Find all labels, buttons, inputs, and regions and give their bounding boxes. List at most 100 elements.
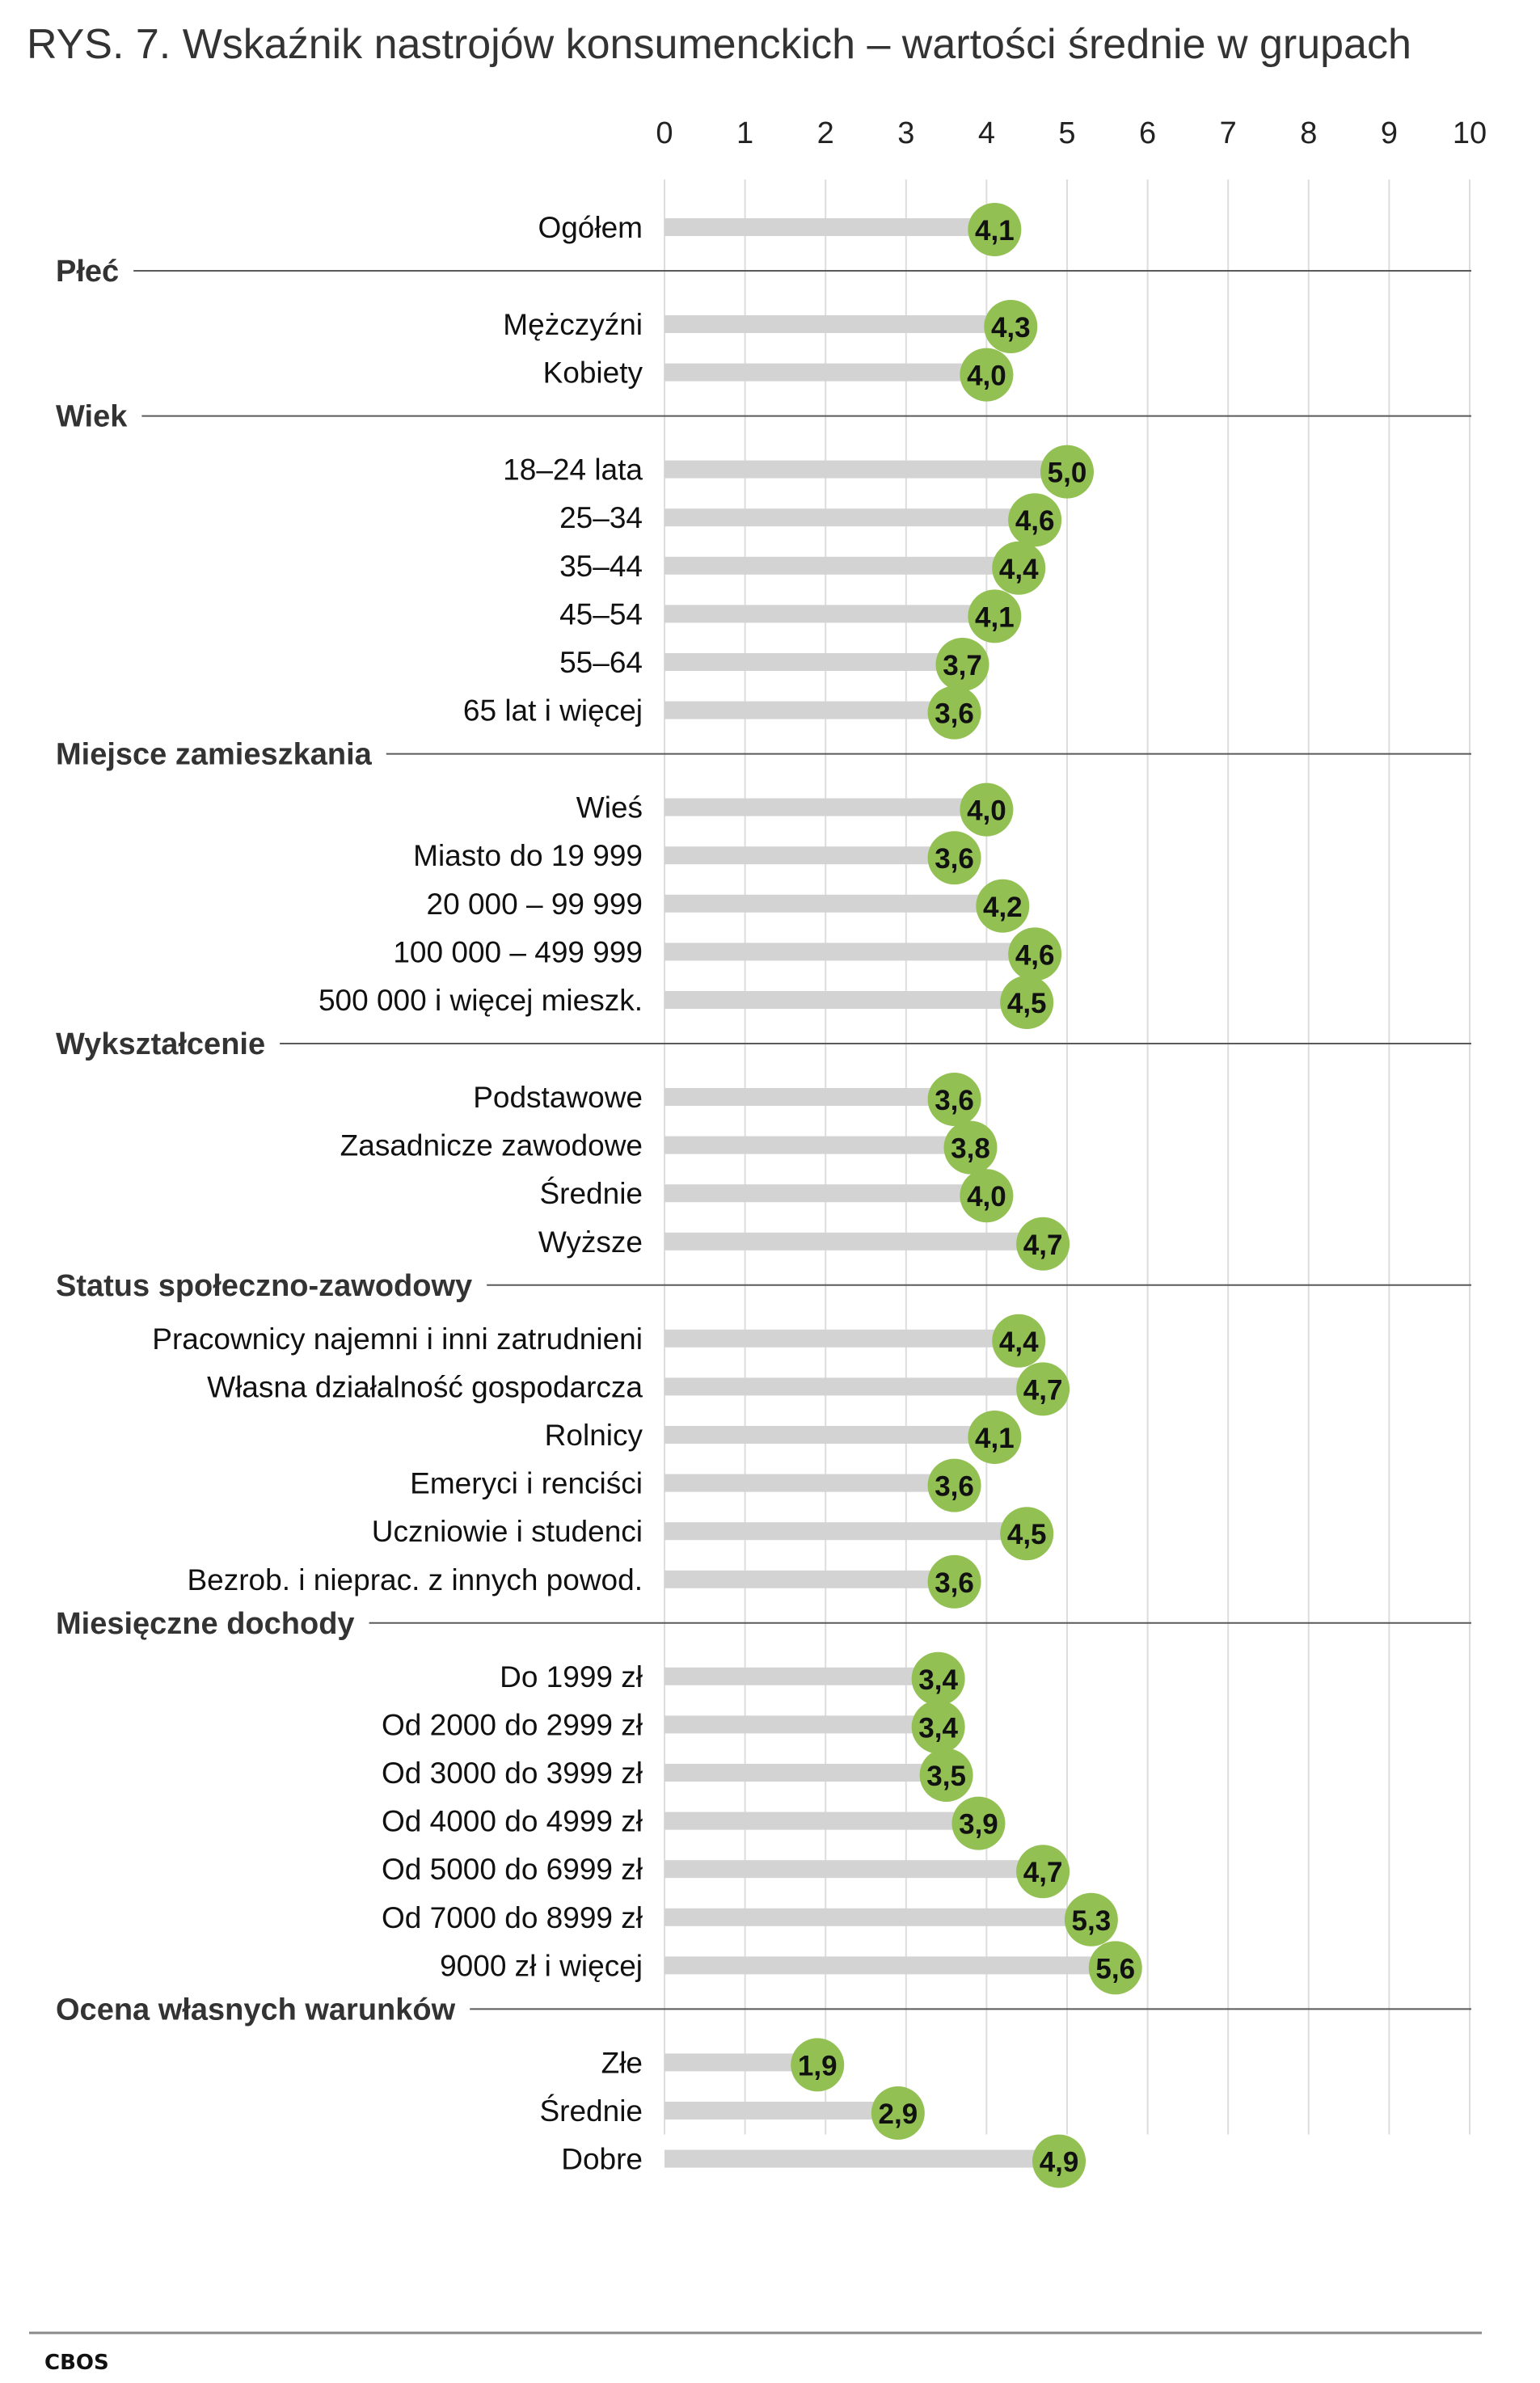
data-row: 9000 zł i więcej 5,6 bbox=[440, 1941, 1142, 1995]
data-row: Uczniowie i studenci 4,5 bbox=[372, 1507, 1054, 1561]
data-row: Pracownicy najemni i inni zatrudnieni 4,4 bbox=[152, 1314, 1046, 1368]
value-dot bbox=[968, 589, 1022, 643]
value-label: 4,7 bbox=[1023, 1374, 1063, 1406]
bar bbox=[665, 1956, 1116, 1975]
section-header: Wiek bbox=[56, 400, 1471, 434]
value-dot bbox=[935, 638, 989, 691]
value-dot bbox=[984, 300, 1038, 353]
bar bbox=[665, 605, 995, 623]
value-label: 5,6 bbox=[1095, 1953, 1135, 1984]
section-label: Ocena własnych warunków bbox=[56, 1993, 456, 2027]
value-dot bbox=[976, 879, 1030, 933]
bar bbox=[665, 508, 1036, 527]
value-dot bbox=[1000, 1507, 1054, 1561]
data-row: 65 lat i więcej 3,6 bbox=[463, 685, 981, 740]
value-label: 4,4 bbox=[999, 1326, 1039, 1358]
bar bbox=[665, 1812, 979, 1830]
bar bbox=[665, 1715, 939, 1734]
data-row: Złe 1,9 bbox=[601, 2038, 845, 2092]
bar bbox=[665, 1329, 1019, 1348]
value-label: 5,0 bbox=[1048, 458, 1087, 489]
x-axis-ticks: 0 1 2 3 4 5 6 7 8 9 10 bbox=[656, 116, 1487, 150]
category-label: Od 4000 do 4999 zł bbox=[382, 1805, 643, 1838]
category-label: Bezrob. i nieprac. z innych powod. bbox=[187, 1563, 643, 1596]
value-dot bbox=[1016, 1362, 1070, 1416]
bar bbox=[665, 701, 955, 719]
category-label: Mężczyźni bbox=[503, 308, 643, 341]
bar bbox=[665, 653, 963, 671]
category-label: 35–44 bbox=[559, 550, 643, 583]
value-dot bbox=[871, 2086, 925, 2140]
data-row: Rolnicy 4,1 bbox=[545, 1411, 1022, 1464]
data-row: Od 5000 do 6999 zł 4,7 bbox=[382, 1845, 1070, 1899]
value-label: 4,2 bbox=[983, 892, 1023, 923]
source-label: CBOS bbox=[44, 2351, 109, 2375]
category-label: 25–34 bbox=[559, 501, 643, 534]
category-label: Średnie bbox=[539, 1176, 643, 1210]
category-label: Złe bbox=[601, 2046, 643, 2079]
data-row: 45–54 4,1 bbox=[559, 589, 1022, 643]
section-header: Ocena własnych warunków bbox=[56, 1993, 1471, 2027]
value-label: 4,4 bbox=[999, 554, 1039, 585]
value-dot bbox=[1040, 445, 1094, 499]
value-label: 4,9 bbox=[1040, 2147, 1079, 2178]
value-dot bbox=[927, 1458, 981, 1512]
data-row: 25–34 4,6 bbox=[559, 493, 1062, 547]
x-tick-label: 7 bbox=[1220, 116, 1237, 150]
chart-rows: Ogółem 4,1 Płeć Mężczyźni 4,3 Kobiety 4,0 Wiek 1… bbox=[56, 203, 1471, 2188]
bar bbox=[665, 2149, 1060, 2168]
bar bbox=[665, 363, 987, 382]
bar bbox=[665, 1474, 955, 1492]
bar bbox=[665, 1667, 939, 1685]
data-row: 500 000 i więcej mieszk. 4,5 bbox=[319, 976, 1054, 1029]
value-dot bbox=[911, 1700, 965, 1754]
category-label: Rolnicy bbox=[545, 1419, 643, 1452]
category-label: Do 1999 zł bbox=[500, 1660, 643, 1693]
bar bbox=[665, 846, 955, 865]
bar bbox=[665, 1764, 947, 1782]
value-label: 5,3 bbox=[1072, 1905, 1112, 1937]
data-row: Średnie 4,0 bbox=[539, 1169, 1014, 1223]
section-label: Miejsce zamieszkania bbox=[56, 738, 373, 772]
bar bbox=[665, 1908, 1091, 1926]
value-label: 3,6 bbox=[935, 1085, 974, 1116]
value-dot bbox=[992, 1314, 1046, 1368]
category-label: Od 3000 do 3999 zł bbox=[382, 1757, 643, 1790]
data-row: 100 000 – 499 999 4,6 bbox=[393, 927, 1062, 981]
value-dot bbox=[1032, 2134, 1086, 2188]
data-row: Zasadnicze zawodowe 3,8 bbox=[340, 1120, 998, 1175]
bar bbox=[665, 943, 1036, 961]
value-label: 3,4 bbox=[918, 1712, 958, 1744]
category-label: Emeryci i renciści bbox=[410, 1467, 643, 1500]
category-label: 18–24 lata bbox=[503, 453, 643, 487]
section-header: Wykształcenie bbox=[56, 1027, 1471, 1061]
category-label: Dobre bbox=[561, 2143, 643, 2176]
x-tick-label: 2 bbox=[817, 116, 834, 150]
value-dot bbox=[968, 203, 1022, 256]
value-label: 3,6 bbox=[935, 1471, 974, 1503]
value-label: 4,7 bbox=[1023, 1857, 1063, 1888]
category-label: 65 lat i więcej bbox=[463, 694, 643, 728]
value-label: 4,6 bbox=[1015, 505, 1055, 537]
value-dot bbox=[1008, 493, 1062, 547]
value-dot bbox=[1008, 927, 1062, 981]
category-label: Od 5000 do 6999 zł bbox=[382, 1853, 643, 1886]
value-label: 4,5 bbox=[1007, 1519, 1047, 1550]
category-label: 55–64 bbox=[559, 646, 643, 679]
bar bbox=[665, 991, 1027, 1009]
value-dot bbox=[960, 782, 1014, 837]
category-label: Podstawowe bbox=[473, 1081, 643, 1114]
bar bbox=[665, 218, 995, 236]
data-row: Do 1999 zł 3,4 bbox=[500, 1651, 965, 1706]
data-row: Od 2000 do 2999 zł 3,4 bbox=[382, 1700, 965, 1754]
value-dot bbox=[927, 685, 981, 740]
value-dot bbox=[927, 1554, 981, 1609]
value-label: 4,3 bbox=[991, 312, 1031, 344]
value-dot bbox=[1064, 1892, 1118, 1946]
bar bbox=[665, 315, 1011, 333]
category-label: Uczniowie i studenci bbox=[372, 1515, 643, 1548]
value-dot bbox=[968, 1411, 1022, 1464]
bar bbox=[665, 1136, 971, 1154]
section-header: Status społeczno-zawodowy bbox=[56, 1269, 1471, 1303]
